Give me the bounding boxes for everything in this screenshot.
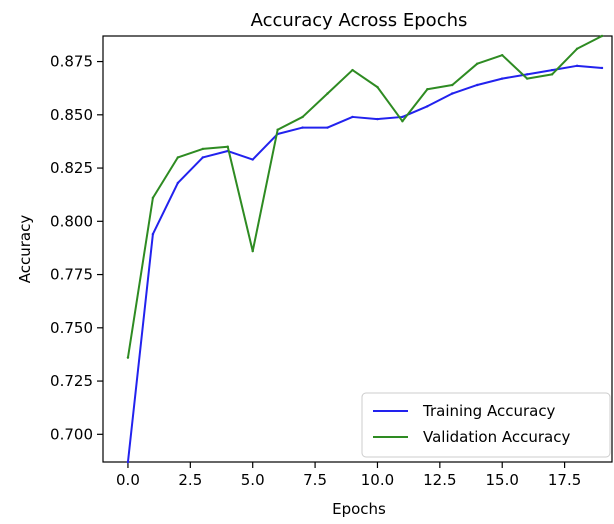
data-point-validation-accuracy	[251, 249, 254, 253]
y-tick-label: 0.750	[50, 319, 93, 337]
data-point-training-accuracy	[176, 181, 180, 185]
data-point-validation-accuracy	[351, 68, 354, 72]
data-point-training-accuracy	[351, 115, 354, 119]
y-tick-label: 0.875	[50, 53, 93, 71]
data-point-training-accuracy	[301, 126, 304, 129]
data-point-training-accuracy	[126, 460, 130, 464]
legend-label-training-accuracy: Training Accuracy	[422, 402, 556, 420]
data-point-training-accuracy	[501, 77, 504, 80]
legend-label-validation-accuracy: Validation Accuracy	[423, 428, 570, 446]
y-axis-label: Accuracy	[16, 215, 34, 284]
data-point-training-accuracy	[476, 83, 479, 87]
data-point-training-accuracy	[201, 156, 205, 159]
series-layer	[126, 34, 604, 464]
data-point-training-accuracy	[600, 66, 604, 70]
data-point-training-accuracy	[151, 232, 155, 236]
data-point-validation-accuracy	[401, 120, 404, 123]
data-point-training-accuracy	[525, 73, 529, 76]
data-point-validation-accuracy	[426, 88, 429, 91]
x-tick-label: 5.0	[241, 471, 265, 489]
y-tick-label: 0.825	[50, 159, 93, 177]
data-point-validation-accuracy	[276, 128, 279, 131]
data-point-training-accuracy	[451, 92, 454, 95]
data-point-validation-accuracy	[376, 85, 379, 89]
data-point-validation-accuracy	[301, 115, 304, 119]
data-point-training-accuracy	[426, 105, 429, 108]
y-tick-label: 0.700	[50, 425, 93, 443]
data-point-training-accuracy	[575, 64, 579, 68]
legend-box	[361, 392, 611, 458]
y-tick-label: 0.725	[50, 372, 93, 390]
legend: Training Accuracy Validation Accuracy	[361, 392, 611, 458]
y-tick-label: 0.775	[50, 266, 93, 284]
plot-area-frame	[102, 35, 613, 463]
series-line-validation-accuracy	[126, 35, 604, 359]
data-point-validation-accuracy	[226, 145, 229, 148]
data-point-validation-accuracy	[326, 92, 329, 95]
data-point-validation-accuracy	[151, 196, 155, 200]
data-point-validation-accuracy	[201, 147, 205, 151]
x-tick-label: 10.0	[361, 471, 394, 489]
data-point-validation-accuracy	[501, 53, 504, 57]
x-tick-label: 17.5	[548, 471, 581, 489]
data-point-training-accuracy	[326, 126, 329, 129]
data-point-validation-accuracy	[176, 156, 180, 159]
y-tick-label: 0.800	[50, 212, 93, 230]
chart-title: Accuracy Across Epochs	[251, 10, 468, 31]
x-tick-label: 12.5	[423, 471, 456, 489]
y-axis: 0.700 0.725 0.750 0.775 0.800 0.825 0.850 0.875	[50, 53, 103, 443]
x-axis: 0.0 2.5 5.0 7.5 10.0 12.5 15.0 17.5	[116, 462, 581, 489]
data-point-validation-accuracy	[550, 73, 554, 76]
data-point-validation-accuracy	[575, 47, 579, 50]
data-point-training-accuracy	[376, 117, 379, 121]
y-tick-label: 0.850	[50, 106, 93, 124]
x-tick-label: 7.5	[303, 471, 327, 489]
data-point-training-accuracy	[401, 115, 404, 119]
data-point-validation-accuracy	[126, 356, 130, 359]
x-axis-label: Epochs	[332, 500, 386, 518]
data-point-validation-accuracy	[525, 77, 529, 80]
data-point-validation-accuracy	[600, 34, 604, 38]
data-point-validation-accuracy	[451, 83, 454, 87]
data-point-training-accuracy	[251, 158, 254, 161]
data-point-validation-accuracy	[476, 62, 479, 65]
x-tick-label: 0.0	[116, 471, 140, 489]
data-point-training-accuracy	[550, 68, 554, 72]
x-tick-label: 15.0	[486, 471, 519, 489]
x-tick-label: 2.5	[178, 471, 202, 489]
